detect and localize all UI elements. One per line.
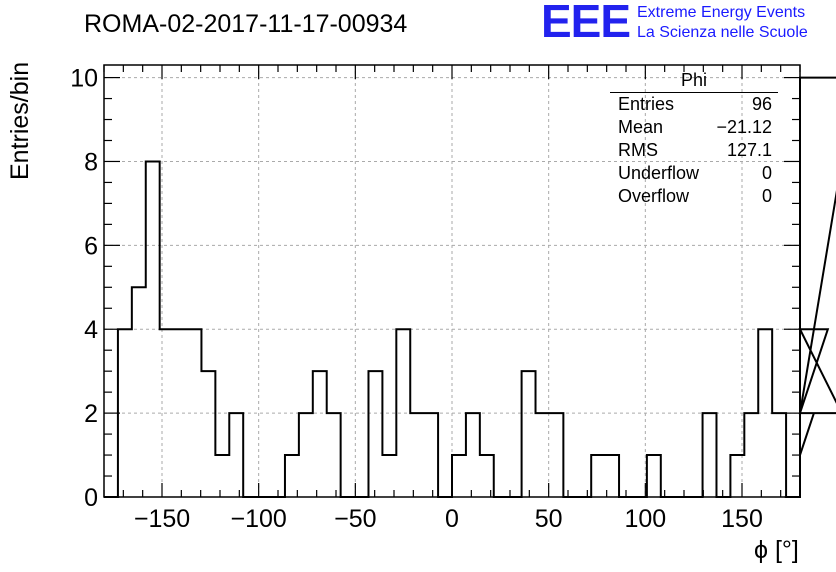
stats-label: Entries — [618, 94, 675, 114]
stats-row-entries: Entries 96 — [610, 93, 778, 116]
histogram-bin — [452, 455, 466, 497]
stats-value: 0 — [761, 163, 772, 183]
stats-box: Phi Entries 96 Mean −21.12 RMS 127.1 Und… — [610, 70, 778, 208]
histogram-bin — [480, 455, 494, 497]
histogram-bin — [313, 371, 327, 497]
stats-row-mean: Mean −21.12 — [610, 116, 778, 139]
x-tick-label: −100 — [231, 505, 287, 533]
x-tick-label: −150 — [134, 505, 190, 533]
x-tick-label: 150 — [721, 505, 763, 533]
logo-caption-line2: La Scienza nelle Scuole — [637, 24, 808, 41]
histogram-bin — [410, 413, 424, 497]
logo-caption: Extreme Energy Events La Scienza nelle S… — [637, 3, 808, 43]
eee-logo: EEE — [541, 0, 631, 47]
x-tick-label: 50 — [535, 505, 563, 533]
histogram-bin — [536, 413, 550, 497]
x-tick-label: 100 — [624, 505, 666, 533]
histogram-bin — [549, 413, 563, 497]
x-axis-label: ϕ [°] — [754, 536, 799, 564]
stats-label: Underflow — [618, 163, 700, 183]
histogram-bin — [229, 413, 243, 497]
histogram-bin — [215, 455, 229, 497]
stats-label: Overflow — [618, 186, 690, 206]
y-tick-label: 10 — [70, 65, 98, 93]
histogram-bin — [299, 413, 313, 497]
stats-value: 96 — [751, 94, 772, 114]
histogram-bin — [647, 455, 661, 497]
y-tick-label: 2 — [84, 400, 98, 428]
histogram-bin — [522, 371, 536, 497]
histogram-bin — [772, 413, 786, 497]
stats-label: Mean — [618, 117, 664, 137]
histogram-bin — [424, 413, 438, 497]
histogram-bin — [174, 329, 188, 497]
chart-title: ROMA-02-2017-11-17-00934 — [84, 10, 408, 38]
y-tick-label: 0 — [84, 484, 98, 512]
histogram-bin — [327, 413, 341, 497]
histogram-bin — [368, 371, 382, 497]
x-tick-label: −50 — [334, 505, 376, 533]
histogram-bin — [201, 371, 215, 497]
histogram-bin — [132, 287, 146, 497]
histogram-bin — [591, 455, 605, 497]
stats-title: Phi — [610, 70, 778, 93]
stats-value: 127.1 — [726, 140, 772, 160]
x-tick-label: 0 — [445, 505, 459, 533]
histogram-bin — [466, 413, 480, 497]
stats-row-rms: RMS 127.1 — [610, 139, 778, 162]
histogram-bin — [703, 413, 717, 497]
stats-row-overflow: Overflow 0 — [610, 185, 778, 208]
histogram-outline — [104, 76, 836, 498]
stats-value: 0 — [761, 186, 772, 206]
stats-value: −21.12 — [716, 117, 772, 137]
y-tick-label: 4 — [84, 316, 98, 344]
logo-caption-line1: Extreme Energy Events — [637, 4, 806, 21]
y-tick-label: 6 — [84, 232, 98, 260]
y-tick-label: 8 — [84, 148, 98, 176]
stats-row-underflow: Underflow 0 — [610, 162, 778, 185]
histogram-bin — [744, 413, 758, 497]
stats-label: RMS — [618, 140, 658, 160]
